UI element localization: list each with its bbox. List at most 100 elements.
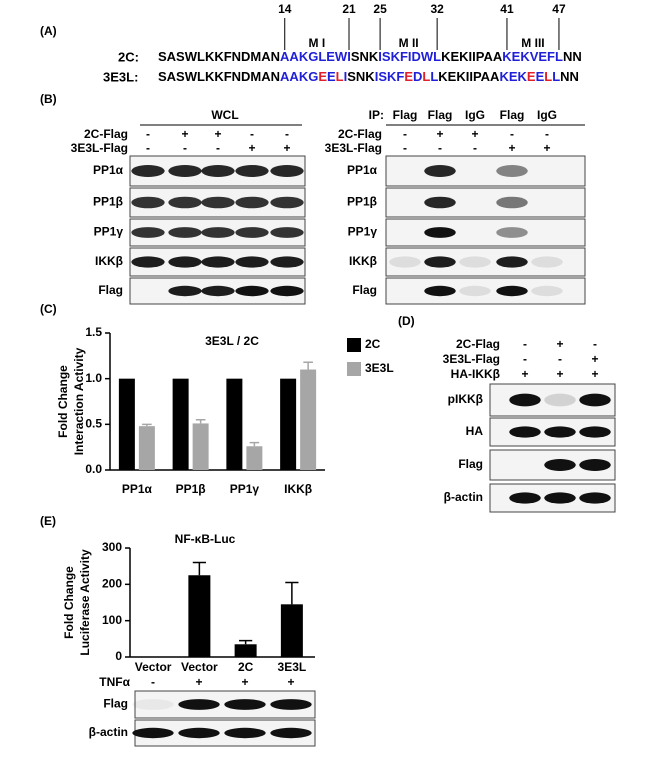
blot-band [424, 196, 456, 209]
condition-sign: - [146, 141, 150, 155]
blot-band [168, 256, 202, 268]
condition-sign: - [151, 675, 155, 689]
blot-frame [385, 218, 586, 247]
sequence-segment: D [413, 69, 422, 84]
condition-sign: + [214, 127, 221, 141]
blot-row-label: PP1β [93, 195, 123, 209]
blot-row-label: PP1γ [348, 225, 378, 239]
condition-sign: + [591, 352, 598, 366]
panel-label: (B) [40, 92, 57, 106]
condition-sign: + [543, 141, 550, 155]
condition-sign: - [558, 352, 562, 366]
blot-band [424, 285, 456, 297]
lane-label: IgG [537, 108, 557, 122]
condition-sign: - [146, 127, 150, 141]
panel-label: (D) [398, 314, 415, 328]
blot-frame [385, 187, 586, 218]
condition-sign: - [523, 352, 527, 366]
condition-sign: - [545, 127, 549, 141]
x-tick-label: PP1γ [230, 482, 260, 496]
blot-band [579, 426, 611, 438]
lane-label: Flag [500, 108, 525, 122]
condition-label: 2C-Flag [338, 127, 382, 141]
blot-band [168, 285, 202, 297]
x-tick-label: 3E3L [278, 660, 307, 674]
bar [280, 604, 303, 657]
blot-band [389, 256, 421, 268]
blot-band [544, 492, 576, 504]
blot-band [235, 165, 269, 177]
y-tick-label: 0.5 [85, 417, 102, 431]
panel-label: (C) [40, 302, 57, 316]
motif-label: M II [399, 36, 419, 50]
condition-sign: + [521, 367, 528, 381]
sequence-segment: NN [563, 49, 582, 64]
legend-label: 2C [365, 337, 381, 351]
blot-band [131, 256, 165, 268]
blot-band [235, 227, 269, 238]
sequence-segment: SASWLKKFNDMAN [158, 49, 280, 64]
condition-label: 2C-Flag [84, 127, 128, 141]
motif-label: M I [309, 36, 326, 50]
blot-frame [385, 155, 586, 187]
blot-row-label: Flag [103, 697, 128, 711]
y-axis-label: Luciferase Activity [78, 549, 92, 656]
condition-sign: - [510, 127, 514, 141]
sequence-segment: SNK [347, 69, 375, 84]
error-bar [249, 441, 260, 447]
chart-title: NF-κB-Luc [175, 532, 236, 546]
condition-sign: + [287, 675, 294, 689]
sequence-label: 3E3L: [103, 69, 138, 84]
blot-row-label: IKKβ [349, 254, 377, 268]
condition-sign: - [438, 141, 442, 155]
ip-label: IP: [369, 108, 384, 122]
y-tick-label: 1.0 [85, 371, 102, 385]
blot-band [235, 285, 269, 297]
y-tick-label: 200 [102, 577, 122, 591]
blot-band [132, 727, 174, 739]
x-tick-label: PP1α [122, 482, 153, 496]
sequence-segment: E [327, 69, 336, 84]
sequence-segment: E [527, 69, 536, 84]
bar [192, 423, 209, 470]
condition-sign: - [285, 127, 289, 141]
blot-band [579, 459, 611, 471]
position-number: 47 [552, 2, 566, 16]
blot-row-label: IKKβ [95, 254, 123, 268]
sequence: SASWLKKFNDMANAAKGLEWISNKISKFIDWLKEKIIPAA… [158, 49, 582, 64]
blot-row-label: PP1γ [94, 225, 124, 239]
sequence-segment: ISKF [375, 69, 405, 84]
position-number: 14 [278, 2, 292, 16]
blot-band [270, 227, 304, 238]
panel-label: (A) [40, 24, 57, 38]
sequence-segment: KEKIIPAA [438, 69, 500, 84]
blot-band [459, 256, 491, 268]
blot-row-label: PP1β [347, 195, 377, 209]
y-axis-label: Fold Change [62, 566, 76, 639]
bar [172, 378, 189, 470]
y-tick-label: 1.5 [85, 325, 102, 339]
condition-sign: + [436, 127, 443, 141]
x-tick-label: Vector [135, 660, 172, 674]
blot-band [224, 727, 266, 739]
sequence: SASWLKKFNDMANAAKGEELISNKISKFEDLLKEKIIPAA… [158, 69, 579, 84]
condition-sign: + [248, 141, 255, 155]
blot-band [509, 492, 541, 504]
blot-band [168, 165, 202, 177]
error-bar [285, 581, 299, 605]
condition-label: HA-IKKβ [451, 367, 500, 381]
blot-band [131, 165, 165, 177]
condition-sign: + [181, 127, 188, 141]
blot-band [544, 426, 576, 438]
condition-sign: + [508, 141, 515, 155]
condition-label: 3E3L-Flag [443, 352, 500, 366]
blot-band [168, 227, 202, 238]
sequence-segment: AAKG [280, 69, 318, 84]
sequence-segment: AAKGLEWI [280, 49, 351, 64]
sequence-label: 2C: [118, 49, 139, 64]
blot-band [132, 699, 174, 710]
sequence-segment: L [336, 69, 344, 84]
blot-band [459, 285, 491, 297]
blot-band [270, 165, 304, 177]
lane-label: Flag [428, 108, 453, 122]
